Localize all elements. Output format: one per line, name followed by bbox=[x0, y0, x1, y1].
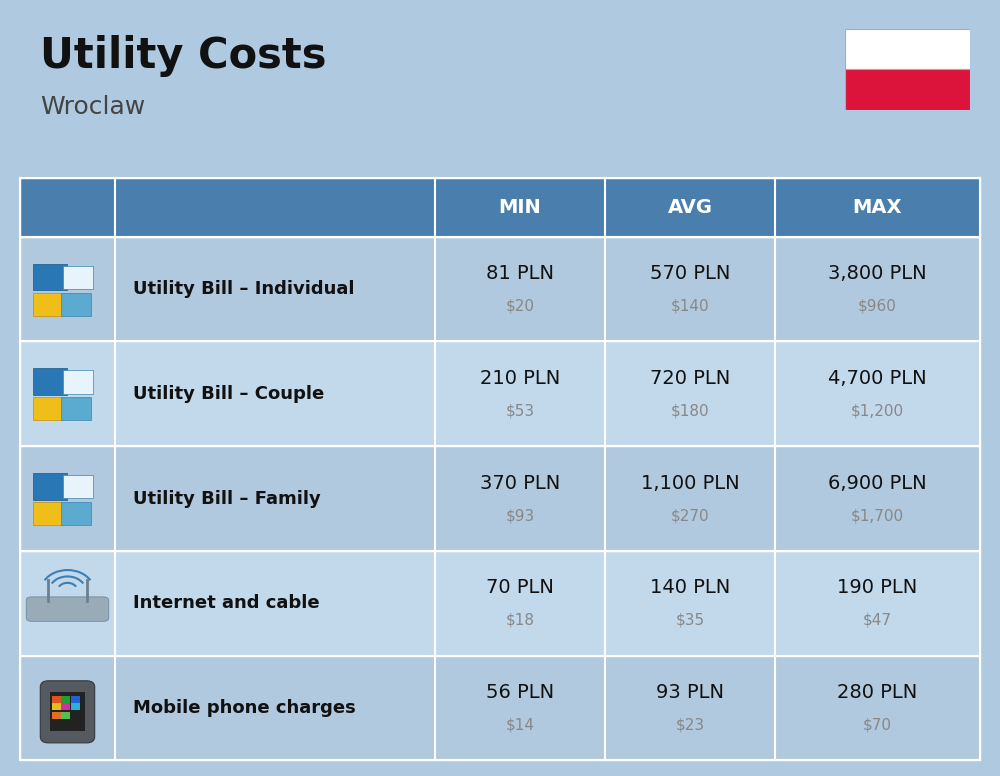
Text: Mobile phone charges: Mobile phone charges bbox=[133, 699, 356, 717]
Text: AVG: AVG bbox=[668, 198, 712, 217]
Bar bbox=[845, 70, 970, 110]
Text: Utility Bill – Individual: Utility Bill – Individual bbox=[133, 280, 354, 298]
Text: $70: $70 bbox=[863, 718, 892, 733]
Text: Utility Bill – Couple: Utility Bill – Couple bbox=[133, 385, 324, 403]
Text: $93: $93 bbox=[505, 508, 535, 523]
Text: Utility Costs: Utility Costs bbox=[40, 35, 326, 77]
FancyBboxPatch shape bbox=[52, 712, 61, 719]
FancyBboxPatch shape bbox=[26, 597, 109, 622]
FancyBboxPatch shape bbox=[20, 551, 980, 656]
FancyBboxPatch shape bbox=[52, 696, 61, 703]
Text: $35: $35 bbox=[675, 613, 705, 628]
Text: $140: $140 bbox=[671, 299, 709, 314]
FancyBboxPatch shape bbox=[71, 703, 80, 710]
Text: 720 PLN: 720 PLN bbox=[650, 369, 730, 388]
Text: 70 PLN: 70 PLN bbox=[486, 578, 554, 598]
Text: $53: $53 bbox=[505, 404, 535, 418]
FancyBboxPatch shape bbox=[61, 696, 70, 703]
FancyBboxPatch shape bbox=[33, 293, 63, 316]
FancyBboxPatch shape bbox=[20, 446, 980, 551]
Text: 140 PLN: 140 PLN bbox=[650, 578, 730, 598]
Text: Internet and cable: Internet and cable bbox=[133, 594, 320, 612]
Text: 56 PLN: 56 PLN bbox=[486, 683, 554, 702]
FancyBboxPatch shape bbox=[20, 341, 980, 446]
FancyBboxPatch shape bbox=[33, 502, 63, 525]
FancyBboxPatch shape bbox=[61, 712, 70, 719]
Text: $23: $23 bbox=[675, 718, 705, 733]
Text: Wroclaw: Wroclaw bbox=[40, 95, 145, 119]
FancyBboxPatch shape bbox=[20, 656, 980, 760]
Text: 81 PLN: 81 PLN bbox=[486, 264, 554, 283]
FancyBboxPatch shape bbox=[40, 681, 95, 743]
FancyBboxPatch shape bbox=[61, 293, 91, 316]
FancyBboxPatch shape bbox=[20, 178, 980, 237]
Text: 93 PLN: 93 PLN bbox=[656, 683, 724, 702]
Text: MIN: MIN bbox=[499, 198, 541, 217]
Text: 280 PLN: 280 PLN bbox=[837, 683, 918, 702]
Text: 1,100 PLN: 1,100 PLN bbox=[641, 473, 739, 493]
FancyBboxPatch shape bbox=[71, 696, 80, 703]
FancyBboxPatch shape bbox=[61, 397, 91, 421]
Text: $1,200: $1,200 bbox=[851, 404, 904, 418]
FancyBboxPatch shape bbox=[61, 502, 91, 525]
Text: 6,900 PLN: 6,900 PLN bbox=[828, 473, 927, 493]
Text: 210 PLN: 210 PLN bbox=[480, 369, 560, 388]
Text: 570 PLN: 570 PLN bbox=[650, 264, 730, 283]
FancyBboxPatch shape bbox=[61, 703, 70, 710]
FancyBboxPatch shape bbox=[33, 473, 67, 500]
Text: 190 PLN: 190 PLN bbox=[837, 578, 918, 598]
FancyBboxPatch shape bbox=[33, 397, 63, 421]
Text: Utility Bill – Family: Utility Bill – Family bbox=[133, 490, 321, 508]
Text: 3,800 PLN: 3,800 PLN bbox=[828, 264, 927, 283]
FancyBboxPatch shape bbox=[20, 237, 980, 341]
FancyBboxPatch shape bbox=[33, 264, 67, 290]
Bar bbox=[845, 29, 970, 70]
FancyBboxPatch shape bbox=[63, 265, 93, 289]
FancyBboxPatch shape bbox=[52, 703, 61, 710]
FancyBboxPatch shape bbox=[50, 691, 85, 731]
Text: MAX: MAX bbox=[853, 198, 902, 217]
Text: $47: $47 bbox=[863, 613, 892, 628]
Text: $18: $18 bbox=[506, 613, 534, 628]
FancyBboxPatch shape bbox=[63, 475, 93, 498]
Text: $20: $20 bbox=[506, 299, 534, 314]
Text: $1,700: $1,700 bbox=[851, 508, 904, 523]
Text: 4,700 PLN: 4,700 PLN bbox=[828, 369, 927, 388]
Text: $180: $180 bbox=[671, 404, 709, 418]
Text: $270: $270 bbox=[671, 508, 709, 523]
Text: 370 PLN: 370 PLN bbox=[480, 473, 560, 493]
Text: $960: $960 bbox=[858, 299, 897, 314]
Text: $14: $14 bbox=[506, 718, 534, 733]
FancyBboxPatch shape bbox=[63, 370, 93, 393]
FancyBboxPatch shape bbox=[33, 369, 67, 395]
